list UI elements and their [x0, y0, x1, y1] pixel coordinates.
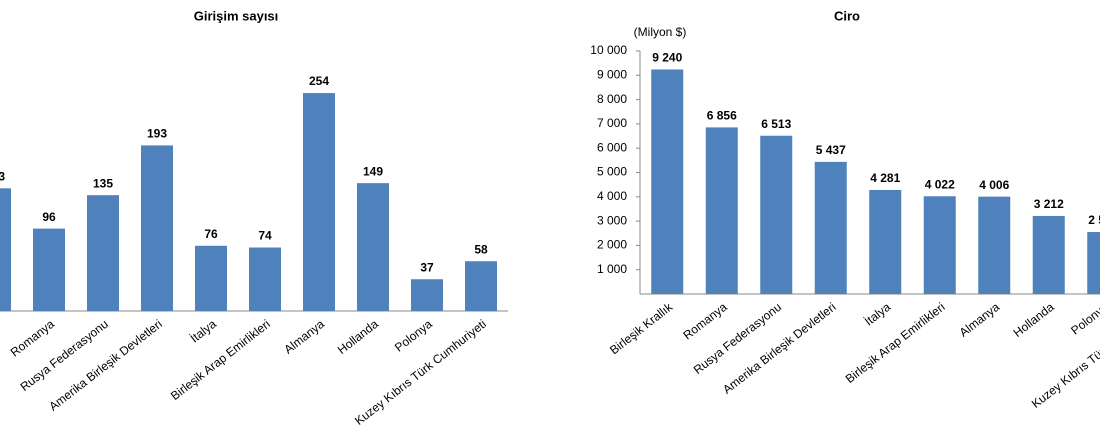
bar [705, 127, 738, 294]
x-tick-label: İtalya [188, 317, 219, 346]
value-label: 254 [309, 74, 329, 88]
x-tick-label: Polonya [1068, 300, 1100, 338]
value-label: 3 212 [1034, 197, 1064, 211]
bar [195, 245, 227, 311]
chart-title: Girişim sayısı [194, 8, 279, 23]
y-axis-unit: (Milyon $) [634, 25, 687, 39]
bar [651, 69, 684, 294]
x-tick-label: Birleşik Arap Emirlikleri [843, 300, 948, 386]
x-tick-label: İtalya [862, 300, 893, 329]
value-label: 37 [420, 260, 434, 274]
bar [869, 189, 902, 294]
bar [923, 196, 956, 294]
bar [0, 188, 11, 311]
bar [978, 196, 1011, 294]
bar [1032, 215, 1065, 294]
bar [33, 228, 65, 311]
value-label: 2 550 [1088, 213, 1100, 227]
x-tick-label: Almanya [957, 300, 1003, 340]
y-tick-label: 9 000 [597, 67, 627, 81]
x-tick-label: Romanya [680, 300, 729, 343]
value-label: 6 513 [761, 117, 791, 131]
value-label: 58 [474, 242, 488, 256]
value-label: 4 006 [979, 178, 1009, 192]
bar [411, 279, 443, 311]
value-label: 193 [147, 127, 167, 141]
bar [814, 161, 847, 294]
bar [249, 247, 281, 311]
value-label: 135 [93, 176, 113, 190]
x-tick-label: Birleşik Krallık [607, 299, 676, 357]
value-label: 96 [42, 210, 56, 224]
x-tick-label: Almanya [281, 317, 327, 357]
y-tick-label: 1 000 [597, 262, 627, 276]
bar [465, 261, 497, 311]
y-tick-label: 2 000 [597, 238, 627, 252]
value-label: 6 856 [707, 109, 737, 123]
value-label: 4 022 [925, 177, 955, 191]
bar [303, 93, 335, 312]
x-tick-label: Hollanda [335, 317, 381, 357]
bar [760, 135, 793, 294]
x-tick-label: Polonya [392, 317, 435, 355]
y-tick-label: 7 000 [597, 116, 627, 130]
y-tick-label: 10 000 [590, 43, 627, 57]
bar [87, 195, 119, 311]
y-tick-label: 5 000 [597, 165, 627, 179]
value-label: 74 [258, 229, 272, 243]
x-tick-label: Romanya [8, 317, 57, 360]
y-tick-label: 4 000 [597, 189, 627, 203]
bar [1087, 232, 1100, 294]
value-label: 5 437 [816, 143, 846, 157]
value-label: 9 240 [652, 51, 682, 65]
y-tick-label: 3 000 [597, 213, 627, 227]
x-tick-label: Rusya Federasyonu [18, 317, 111, 394]
y-tick-label: 8 000 [597, 92, 627, 106]
x-tick-label: Hollanda [1011, 300, 1057, 340]
bar [141, 145, 173, 311]
value-label: 76 [204, 227, 218, 241]
value-label: 149 [363, 164, 383, 178]
y-tick-label: 6 000 [597, 140, 627, 154]
x-tick-label: Birleşik Arap Emirlikleri [168, 317, 273, 403]
chart-title: Ciro [834, 8, 860, 23]
value-label: 4 281 [870, 171, 900, 185]
bar [357, 183, 389, 311]
value-label: 143 [0, 169, 5, 183]
